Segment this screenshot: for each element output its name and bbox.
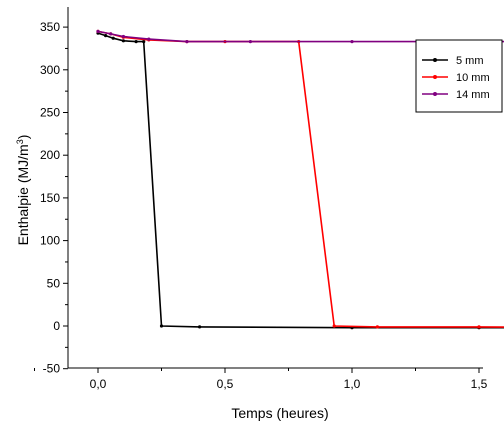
y-tick-label: 250 bbox=[40, 106, 60, 120]
data-point bbox=[375, 325, 379, 329]
y-axis-title: Enthalpie (MJ/m3) bbox=[15, 135, 31, 246]
legend-marker bbox=[433, 58, 437, 62]
legend-marker bbox=[433, 92, 437, 96]
data-point bbox=[332, 324, 336, 328]
data-point bbox=[142, 40, 146, 44]
legend-label: 14 mm bbox=[456, 89, 490, 101]
data-point bbox=[121, 34, 125, 39]
y-tick-label: 150 bbox=[40, 191, 60, 205]
y-tick-label: 100 bbox=[40, 234, 60, 248]
data-point bbox=[96, 29, 100, 33]
data-point bbox=[147, 37, 151, 41]
legend-label: 10 mm bbox=[456, 72, 490, 84]
x-tick-label: 0,5 bbox=[217, 377, 234, 391]
y-ticks: -50 0 50 100 150 200 250 300 350 bbox=[40, 20, 68, 376]
x-tick-label: 1,5 bbox=[471, 377, 488, 391]
y-tick-label: -50 bbox=[43, 362, 61, 376]
y-tick-label: 50 bbox=[47, 276, 61, 290]
legend-label: 5 mm bbox=[456, 55, 484, 67]
data-point bbox=[104, 34, 108, 38]
legend-marker bbox=[433, 75, 437, 79]
data-point bbox=[121, 39, 125, 43]
y-axis-title-superscript: 3 bbox=[15, 139, 25, 144]
axes bbox=[67, 7, 483, 369]
series-line bbox=[97, 30, 504, 43]
legend: 5 mm 10 mm 14 mm bbox=[415, 39, 503, 113]
y-tick-label: 200 bbox=[40, 148, 60, 162]
data-point bbox=[248, 40, 252, 44]
x-tick-label: 0,0 bbox=[90, 377, 107, 391]
x-axis-title: Temps (heures) bbox=[231, 405, 328, 421]
data-point bbox=[350, 40, 354, 44]
data-point bbox=[134, 40, 138, 44]
x-ticks: 0,00,51,01,52,02,53,0 bbox=[34, 368, 488, 391]
y-tick-label: 0 bbox=[53, 319, 60, 333]
y-axis-title-close: ) bbox=[15, 135, 31, 140]
data-point bbox=[159, 324, 164, 328]
data-point bbox=[477, 325, 481, 329]
y-axis-title-main: Enthalpie (MJ/m bbox=[15, 144, 31, 245]
legend-box bbox=[415, 39, 503, 113]
data-point bbox=[185, 40, 189, 44]
y-tick-label: 350 bbox=[40, 20, 60, 34]
data-point bbox=[111, 36, 115, 40]
x-tick-label: 1,0 bbox=[344, 377, 361, 391]
y-tick-label: 300 bbox=[40, 63, 60, 77]
series-layer bbox=[96, 29, 504, 330]
data-point bbox=[109, 32, 113, 36]
series-14-mm bbox=[96, 29, 504, 44]
data-point bbox=[198, 325, 202, 329]
